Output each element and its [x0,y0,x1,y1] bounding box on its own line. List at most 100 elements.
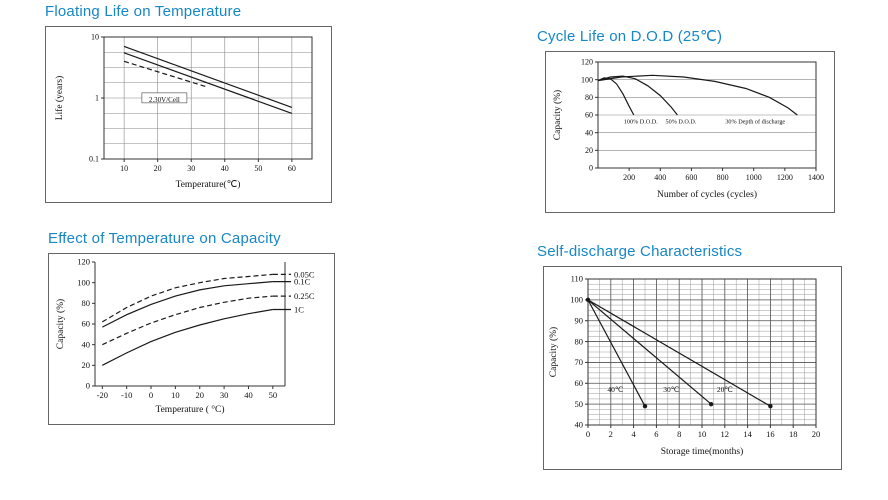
y-tick-label: 90 [575,315,584,325]
x-tick-label: 200 [623,173,635,182]
annotation: 50% D.O.D. [666,119,697,126]
annotation-box [141,92,188,104]
panel-self-discharge: Self-discharge Characteristics 0 2 4 6 8 10 12… [537,243,842,470]
chart-title-temp-capacity: Effect of Temperature on Capacity [48,230,281,247]
y-tick-label: 100 [570,295,583,305]
chart-frame-floating-life: 10 20 30 40 50 60 10 1 0.1 Temperature(℃) Life (ye… [45,26,332,203]
y-tick-label: 100 [77,277,90,287]
x-tick-label: 20 [195,390,204,400]
y-tick-label: 100 [581,75,593,84]
x-tick-label: 1200 [777,173,793,182]
y-tick-label: 120 [77,257,90,267]
x-tick-label: 10 [171,390,180,400]
x-tick-label: 2 [609,429,613,439]
x-tick-label: 60 [288,164,296,173]
series-dod-30 [597,74,798,116]
series-label: 1C [294,305,304,315]
temp-capacity-chart: -20 -10 0 10 20 30 40 50 0 20 40 60 80 100 120 Temperat… [55,257,315,415]
y-tick-label: 40 [575,420,584,430]
x-tick-label: 600 [685,173,697,182]
cycle-life-chart: 200 400 600 800 1000 1200 1400 0 20 40 60 80 100 120 N… [552,58,824,200]
x-tick-label: 1000 [746,173,762,182]
y-tick-label: 20 [82,360,91,370]
panel-cycle-life: Cycle Life on D.O.D (25℃) 200 400 600 800 10… [537,27,835,213]
x-tick-label: 10 [698,429,707,439]
x-tick-label: 40 [221,164,229,173]
chart-frame-self-discharge: 0 2 4 6 8 10 12 14 16 18 20 40 50 60 70 80 90 100 110 Stora… [543,266,842,470]
annotation: 20℃ [717,385,734,394]
y-tick-label: 120 [581,58,593,67]
y-tick-label: 50 [575,399,584,409]
panel-temp-capacity: Effect of Temperature on Capacity -20 -10… [48,230,335,425]
y-tick-label: 10 [91,33,99,42]
y-axis-label: Life (years) [54,76,65,121]
series-rate-1c [102,308,273,366]
x-tick-label: -20 [97,390,108,400]
x-tick-label: 30 [220,390,229,400]
x-tick-label: 400 [654,173,666,182]
annotation: 30℃ [663,385,680,394]
x-tick-label: 6 [654,429,658,439]
x-tick-label: 14 [743,429,752,439]
chart-title-cycle-life: Cycle Life on D.O.D (25℃) [537,28,723,45]
y-tick-label: 20 [585,146,593,155]
series-end-marker [642,404,648,409]
y-tick-label: 110 [571,274,583,284]
x-axis-label: Temperature ( °C) [155,404,224,415]
series-rate-0-1c [102,281,273,328]
series-rate-0-05c [101,273,273,323]
x-tick-label: 10 [120,164,128,173]
y-tick-label: 0 [589,164,593,173]
x-axis-label: Number of cycles (cycles) [657,189,757,200]
series-label: 0.1C [294,277,311,287]
series-end-marker [768,404,773,409]
annotation: 30% Depth of discharge [725,119,785,126]
x-tick-label: 1400 [808,173,824,182]
series-float-dashed [123,60,209,88]
annotation: 100% D.O.D. [624,119,658,126]
y-tick-label: 40 [585,128,593,137]
series-temp-30c [587,299,712,405]
series-label: 0.05C [294,269,315,279]
x-tick-label: 18 [789,429,798,439]
x-axis-label: Temperature(℃) [176,179,241,190]
y-axis-label: Capacity (%) [552,90,563,140]
series-temp-20c [587,299,771,407]
series-dod-100 [597,77,635,116]
x-tick-label: 4 [631,429,636,439]
y-tick-label: 60 [82,319,91,329]
series-rate-0-25c [102,295,273,346]
y-tick-label: 80 [575,336,584,346]
x-tick-label: 800 [717,173,729,182]
y-tick-label: 0 [86,381,90,391]
y-tick-label: 40 [82,339,91,349]
y-tick-label: 1 [95,94,99,103]
x-tick-label: 16 [766,429,775,439]
x-tick-label: 0 [149,390,153,400]
x-tick-label: 8 [677,429,681,439]
annotation: 2.30V/Cell [149,96,180,104]
series-temp-40c [587,299,646,407]
y-tick-label: 60 [585,111,593,120]
chart-title-floating-life: Floating Life on Temperature [45,3,242,20]
x-tick-label: 20 [154,164,162,173]
x-tick-label: 20 [812,429,821,439]
x-tick-label: 30 [187,164,195,173]
x-tick-label: 50 [254,164,262,173]
x-tick-label: 0 [586,429,590,439]
chart-title-self-discharge: Self-discharge Characteristics [537,243,743,260]
panel-floating-life: Floating Life on Temperature 10 20 30 40 50 6… [45,3,332,203]
series-label: 0.25C [294,291,315,301]
series-dod-50 [597,75,678,116]
series-end-marker [708,401,714,407]
series-float-band-upper [123,45,293,108]
chart-frame-temp-capacity: -20 -10 0 10 20 30 40 50 0 20 40 60 80 100 120 Temperat… [48,253,335,425]
x-tick-label: 50 [269,390,278,400]
x-tick-label: 12 [721,429,730,439]
y-tick-label: 80 [82,298,91,308]
y-axis-label: Capacity (%) [548,327,559,377]
y-tick-label: 70 [575,357,584,367]
y-tick-label: 0.1 [89,155,99,164]
annotation: 40℃ [607,385,624,394]
